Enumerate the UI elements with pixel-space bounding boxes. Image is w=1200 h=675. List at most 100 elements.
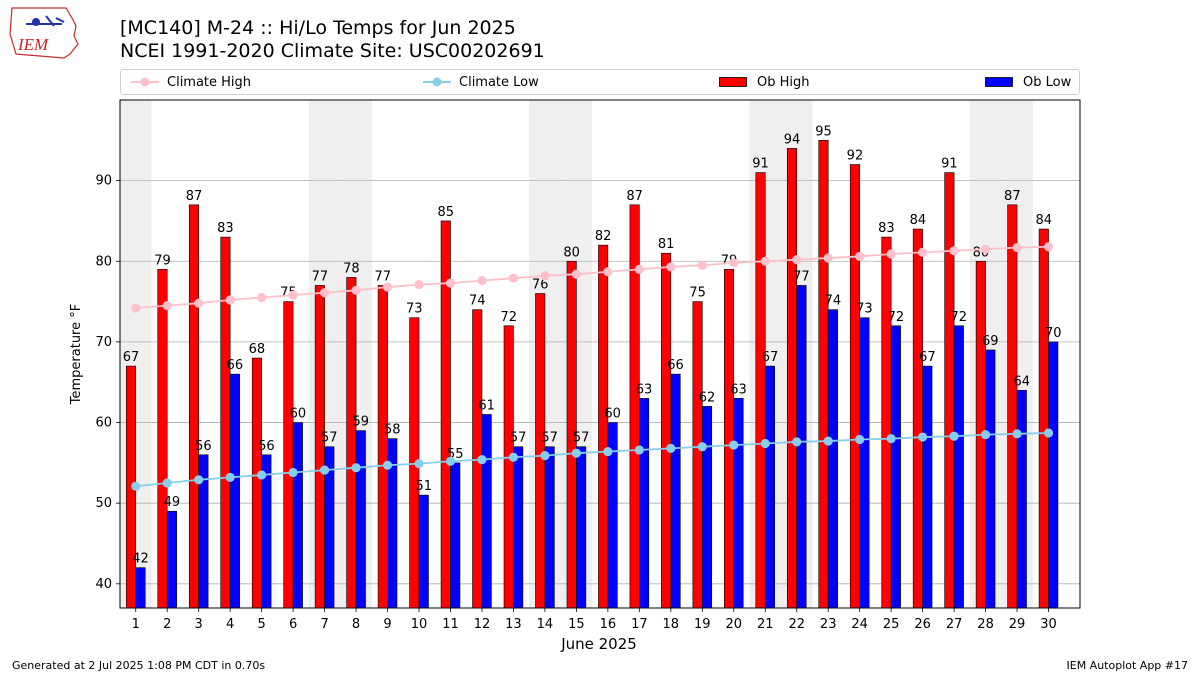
app-label: IEM Autoplot App #17 <box>1066 659 1189 672</box>
climate-low-point <box>1012 429 1022 439</box>
x-tick-label: 4 <box>226 617 234 632</box>
ob-low-label: 56 <box>258 439 275 454</box>
y-tick-label: 50 <box>95 496 112 511</box>
ob-low-bar <box>261 454 272 609</box>
ob-high-bar <box>220 236 231 609</box>
climate-low-point <box>225 472 235 482</box>
y-tick-label: 70 <box>95 335 112 350</box>
ob-high-label: 75 <box>689 286 706 301</box>
ob-high-label: 82 <box>595 229 612 244</box>
climate-high-point <box>666 262 676 272</box>
climate-low-point <box>571 448 581 458</box>
climate-low-point <box>949 431 959 441</box>
climate-low-point <box>1043 428 1054 438</box>
ob-low-bar <box>135 567 146 609</box>
x-tick-label: 6 <box>289 617 297 632</box>
x-tick-label: 12 <box>474 617 491 632</box>
x-tick-label: 28 <box>977 617 994 632</box>
ob-high-label: 94 <box>784 132 801 147</box>
ob-high-label: 73 <box>406 302 423 317</box>
ob-high-bar <box>1038 228 1049 609</box>
ob-low-bar <box>701 406 713 609</box>
ob-high-bar <box>409 317 420 609</box>
ob-low-label: 64 <box>1013 374 1030 389</box>
ob-low-label: 70 <box>1045 326 1062 341</box>
climate-high-point <box>1012 242 1022 253</box>
climate-low-point <box>288 467 298 478</box>
ob-high-bar <box>125 365 137 609</box>
climate-low-point <box>634 445 644 455</box>
ob-low-label: 66 <box>667 358 684 373</box>
weekend-shade <box>120 100 152 608</box>
ob-high-bar <box>1007 204 1018 609</box>
ob-high-label: 77 <box>375 269 392 284</box>
climate-high-point <box>351 285 361 295</box>
ob-low-bar <box>796 285 807 609</box>
ob-low-legend-icon <box>985 77 1013 87</box>
climate-high-point <box>319 288 330 298</box>
climate-high-point <box>508 273 519 283</box>
x-tick-label: 24 <box>851 617 868 632</box>
ob-high-label: 80 <box>973 245 990 260</box>
ob-high-bar <box>157 269 168 609</box>
ob-high-bar <box>188 204 199 609</box>
climate-high-point <box>540 271 550 281</box>
x-tick-label: 13 <box>505 617 522 632</box>
ob-high-bar <box>598 244 609 609</box>
ob-high-bar <box>535 293 546 609</box>
ob-high-bar <box>944 172 955 609</box>
chart-title: [MC140] M-24 :: Hi/Lo Temps for Jun 2025 <box>120 17 516 39</box>
ob-low-label: 57 <box>573 431 590 446</box>
legend: Climate High Climate Low Ob High Ob Low <box>120 69 1080 95</box>
climate-high-point <box>980 244 991 254</box>
climate-low-point <box>477 455 487 465</box>
ob-low-label: 63 <box>636 382 653 397</box>
weekend-shade <box>749 100 781 608</box>
ob-high-label: 79 <box>154 253 171 268</box>
ob-low-label: 66 <box>227 358 244 373</box>
x-tick-label: 23 <box>820 617 837 632</box>
x-tick-label: 22 <box>788 617 805 632</box>
legend-item-ob-low: Ob Low <box>985 70 1071 94</box>
climate-low-point <box>257 470 267 480</box>
ob-low-bar <box>481 414 492 609</box>
x-tick-label: 17 <box>631 617 648 632</box>
ob-high-bar <box>251 357 262 609</box>
climate-low-point <box>697 442 707 452</box>
climate-high-point <box>225 295 235 305</box>
y-axis-label: Temperature °F <box>69 304 84 405</box>
ob-high-bar <box>755 172 766 609</box>
weekend-shade <box>560 100 593 608</box>
ob-high-bar <box>786 148 798 609</box>
ob-high-label: 76 <box>532 278 549 293</box>
x-tick-label: 18 <box>663 617 680 632</box>
y-tick-label: 40 <box>95 577 112 592</box>
ob-high-bar <box>975 260 986 609</box>
climate-high-point <box>288 290 298 300</box>
climate-low-point <box>980 430 991 440</box>
climate-high-point <box>162 301 172 311</box>
ob-low-bar <box>229 373 240 609</box>
plot-frame <box>119 99 1081 609</box>
x-tick-label: 21 <box>757 617 774 632</box>
ob-high-bar <box>881 236 892 609</box>
climate-high-point <box>760 256 770 266</box>
ob-high-label: 91 <box>941 157 958 172</box>
ob-high-label: 85 <box>437 205 454 220</box>
ob-low-bar <box>733 398 744 609</box>
x-tick-label: 27 <box>946 617 963 632</box>
ob-low-bar <box>764 365 775 609</box>
ob-low-bar <box>859 317 870 609</box>
climate-low-point <box>319 465 330 475</box>
ob-low-label: 55 <box>447 447 464 462</box>
ob-high-bar <box>629 204 640 609</box>
climate-high-point <box>131 303 141 313</box>
ob-low-bar <box>292 422 303 609</box>
ob-low-bar <box>827 309 838 609</box>
iem-logo: IEM <box>9 7 79 59</box>
x-tick-label: 26 <box>914 617 931 632</box>
ob-high-bar <box>912 228 923 609</box>
ob-high-legend-icon <box>719 77 747 87</box>
ob-low-label: 51 <box>415 479 432 494</box>
